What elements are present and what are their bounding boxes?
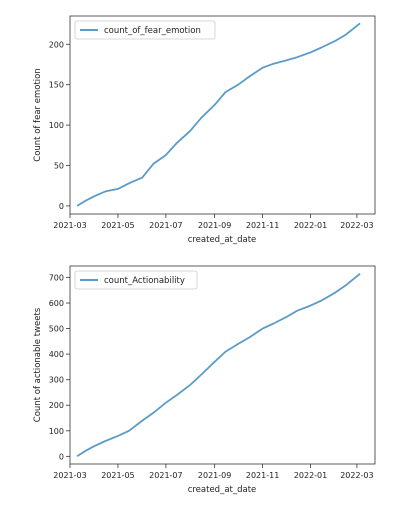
x-axis-ticks: 2021-03 2021-05 2021-07 2021-09 2021-11 2022-… [53,214,374,230]
x-tick-label: 2021-03 [53,471,86,480]
y-tick-label: 0 [59,452,64,461]
y-axis-ticks: 0 100 200 300 400 500 600 700 [49,273,70,461]
y-tick-label: 150 [49,81,64,90]
x-tick-label: 2021-11 [246,471,279,480]
plot-frame [69,15,376,215]
x-tick-label: 2022-01 [294,221,327,230]
y-tick-label: 100 [49,121,64,130]
series-line [76,22,361,207]
y-tick-label: 50 [54,162,64,171]
legend: count_of_fear_emotion [74,20,216,40]
y-tick-label: 100 [49,427,64,436]
legend-box [74,270,198,290]
legend-entry: count_of_fear_emotion [104,26,201,36]
y-tick-label: 200 [49,40,64,49]
x-tick-label: 2022-01 [294,471,327,480]
x-tick-label: 2021-09 [198,221,231,230]
y-axis-ticks: 0 50 100 150 200 [49,40,70,211]
x-tick-label: 2021-07 [149,221,182,230]
x-axis-label: created_at_date [188,485,257,495]
series-layer [76,22,361,207]
x-tick-label: 2022-03 [340,221,373,230]
x-tick-label: 2021-05 [101,221,134,230]
series-line [76,273,361,458]
x-tick-label: 2021-03 [53,221,86,230]
x-axis-ticks: 2021-03 2021-05 2021-07 2021-09 2021-11 2022-… [53,464,374,480]
y-axis-label: Count of actionable tweets [33,307,43,422]
y-axis-label: Count of fear emotion [33,68,43,161]
legend: count_Actionability [74,270,198,290]
y-tick-label: 600 [49,299,64,308]
x-tick-label: 2021-05 [101,471,134,480]
x-tick-label: 2022-03 [340,471,373,480]
x-tick-label: 2021-07 [149,471,182,480]
x-tick-label: 2021-11 [246,221,279,230]
legend-box [74,20,216,40]
series-layer [76,273,361,458]
y-tick-label: 0 [59,202,64,211]
y-tick-label: 500 [49,325,64,334]
y-tick-label: 700 [49,273,64,282]
y-tick-label: 400 [49,350,64,359]
x-axis-label: created_at_date [188,235,257,245]
legend-entry: count_Actionability [104,276,185,286]
y-tick-label: 300 [49,376,64,385]
y-tick-label: 200 [49,401,64,410]
x-tick-label: 2021-09 [198,471,231,480]
plot-frame [69,265,376,465]
